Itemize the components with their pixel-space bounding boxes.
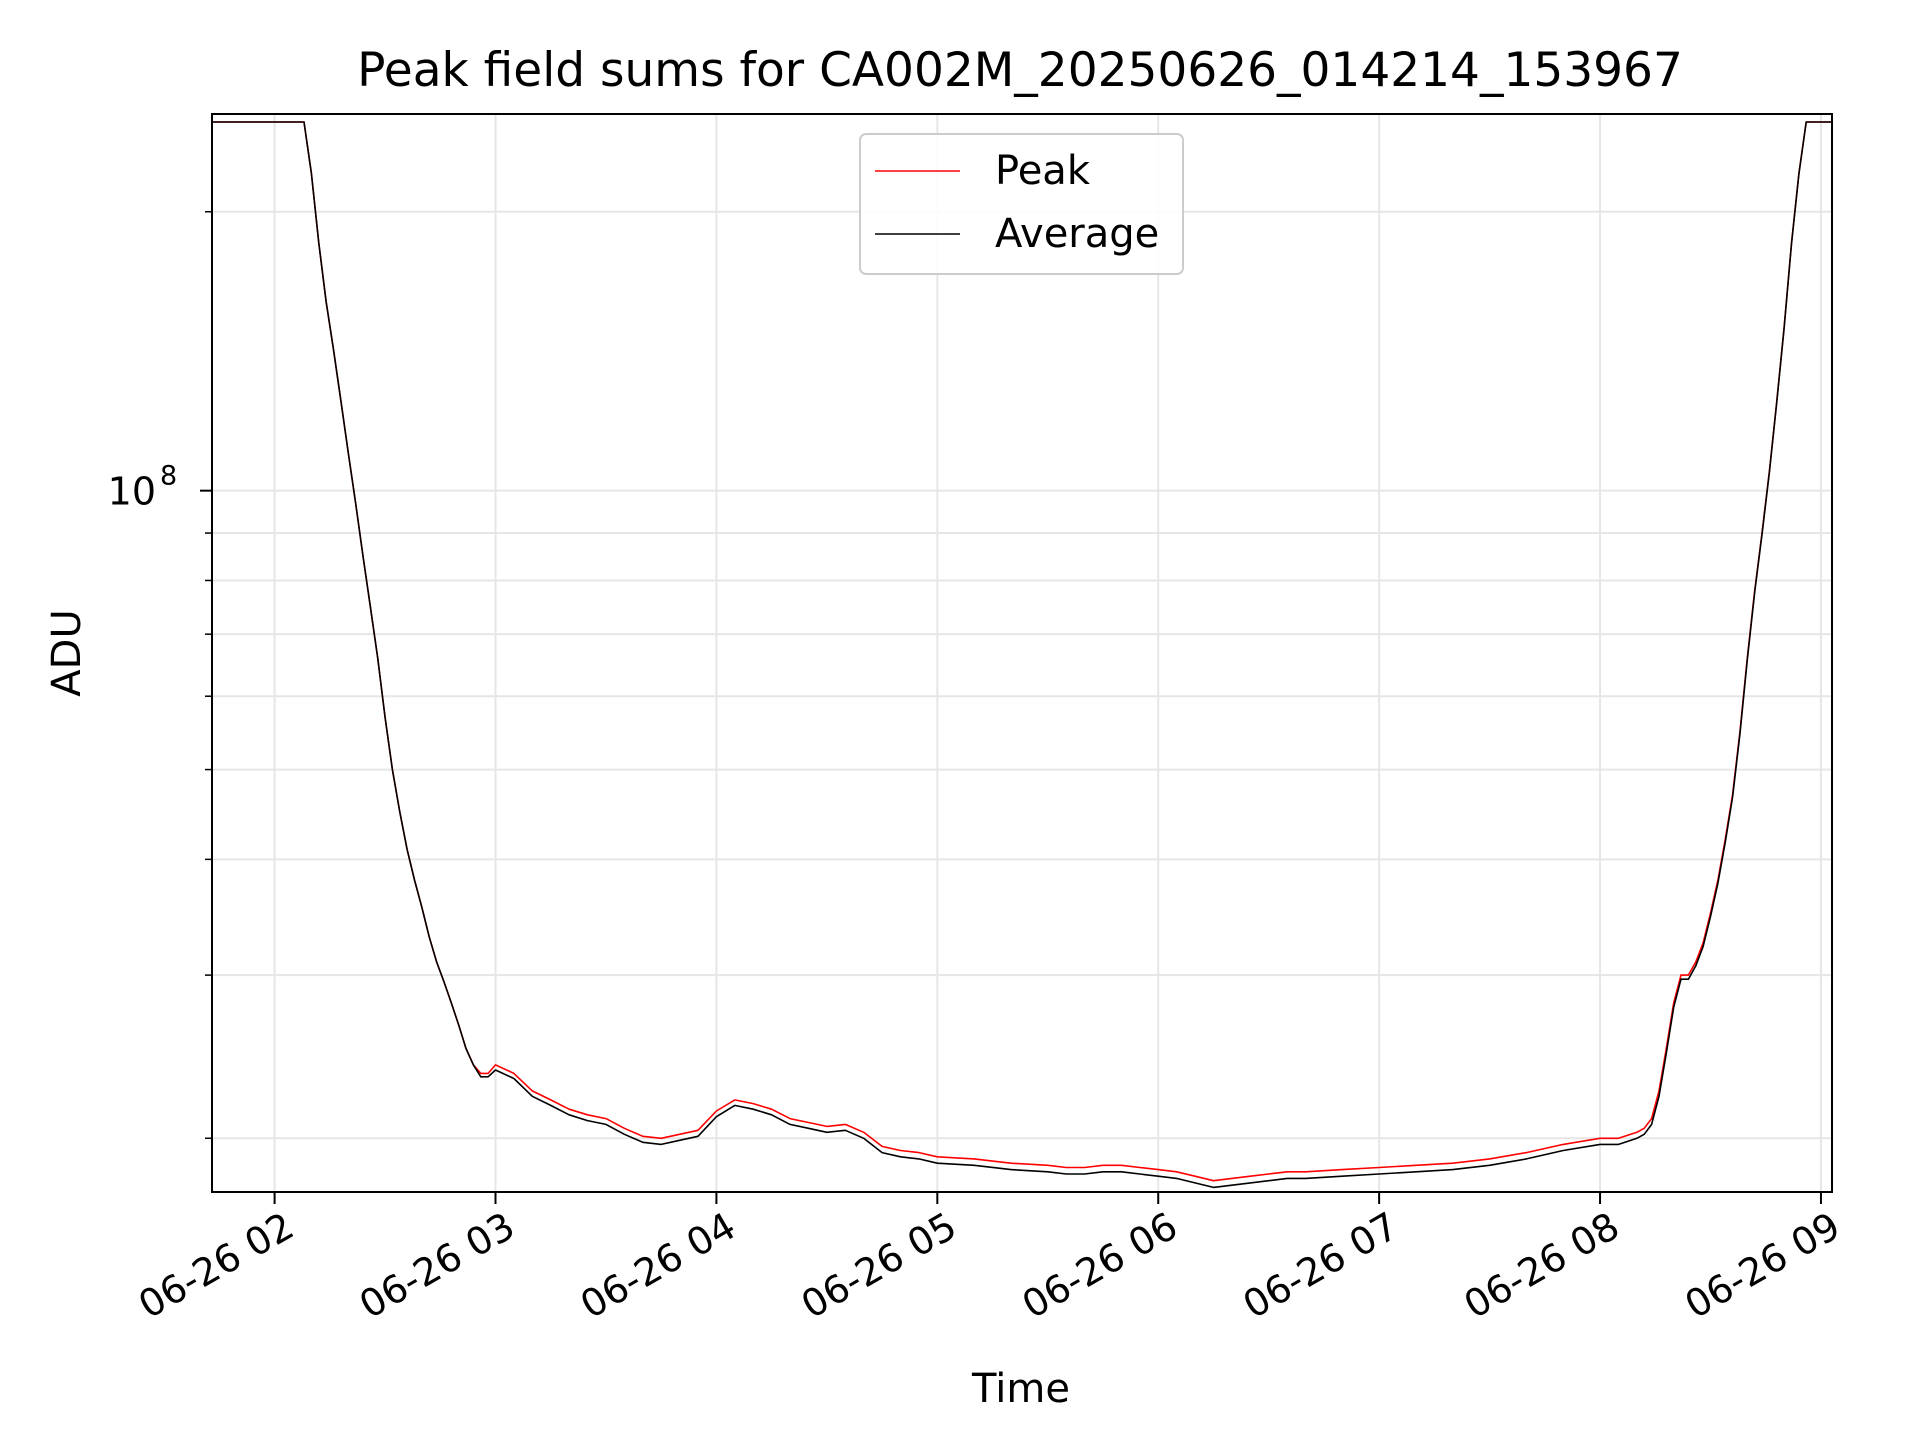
series-line-average [212,121,1832,1189]
legend-label-peak: Peak [995,148,1091,194]
legend-label-average: Average [995,211,1159,257]
y-tick-label: 10 [108,470,156,514]
legend-box [859,133,1184,275]
y-axis-label: ADU [44,609,90,696]
y-axis: 10 8 [108,211,212,1140]
x-axis-label: Time [971,1366,1070,1412]
plot-series [212,121,1832,1189]
plot-frame [211,113,1833,1193]
legend: Peak Average [859,133,1184,275]
grid [212,114,1832,1192]
chart-title: Peak field sums for CA002M_20250626_0142… [357,43,1683,98]
y-tick-exponent: 8 [160,461,177,492]
